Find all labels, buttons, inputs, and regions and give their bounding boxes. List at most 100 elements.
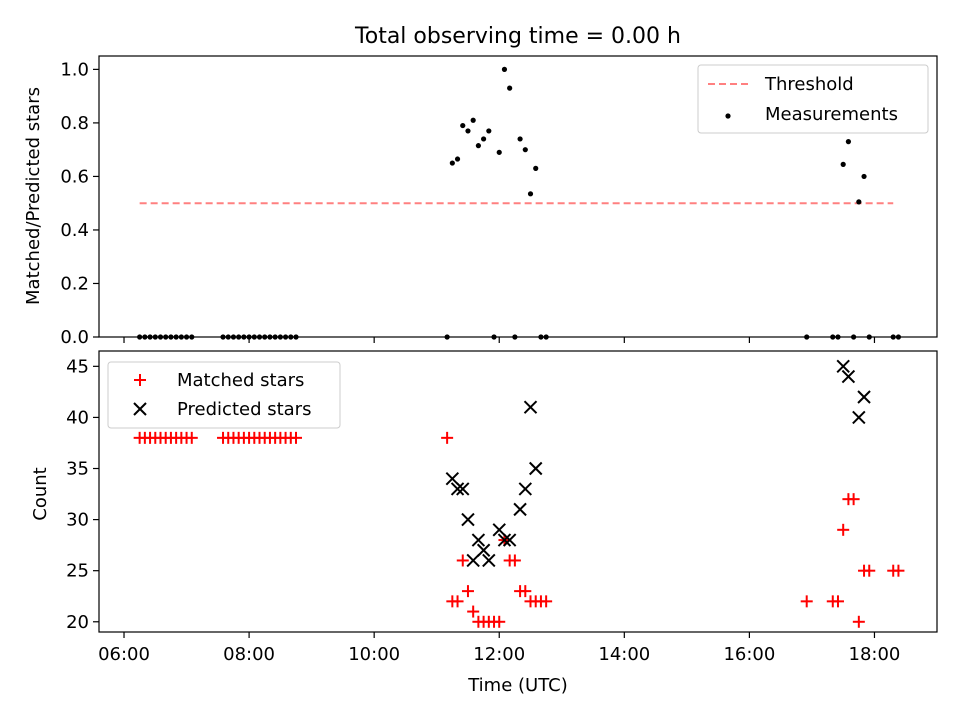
predicted-star-marker	[492, 523, 506, 537]
predicted-marker-d2	[445, 472, 460, 486]
matched-star-marker	[852, 615, 865, 628]
x-tick-label: 18:00	[849, 644, 901, 665]
legend-predicted-swatch	[133, 402, 147, 416]
bottom-predicted-series	[445, 359, 871, 568]
predicted-star-marker	[857, 390, 871, 404]
legend-threshold-label: Threshold	[764, 74, 854, 95]
predicted-marker-d2	[836, 359, 850, 374]
predicted-marker-d2	[852, 410, 866, 425]
predicted-star-marker	[502, 533, 517, 547]
legend-measurements-label: Measurements	[765, 104, 898, 125]
bottom-legend-box	[107, 361, 341, 429]
bottom-panel: 20 25 30 35 40 45 06:00 08:00 10:00 12:00 14:00 16…	[30, 350, 938, 696]
matched-star-marker	[800, 595, 813, 608]
measurement-point	[861, 173, 867, 180]
measurement-point	[449, 160, 455, 166]
x-tick-label: 16:00	[723, 644, 775, 665]
predicted-marker-d2	[461, 512, 475, 527]
matched-star-marker	[847, 493, 860, 506]
bottom-y-tick-label: 35	[66, 459, 89, 480]
matched-star-marker	[508, 554, 521, 567]
predicted-star-marker	[445, 472, 460, 486]
bottom-y-tick-label: 20	[66, 612, 89, 633]
predicted-star-marker	[497, 533, 512, 547]
predicted-marker-d2	[450, 482, 465, 496]
matched-star-marker	[467, 605, 480, 618]
predicted-star-marker	[852, 410, 866, 425]
legend-predicted-label: Predicted stars	[177, 399, 311, 420]
top-y-axis-label: Matched/Predicted stars	[23, 87, 44, 305]
matched-star-marker	[837, 523, 850, 536]
predicted-star-marker	[518, 482, 533, 496]
bottom-y-tick-label: 45	[66, 356, 89, 377]
predicted-marker-d2	[529, 461, 543, 476]
legend-matched-swatch	[134, 374, 146, 386]
predicted-star-marker	[529, 461, 543, 476]
x-axis-label: Time (UTC)	[467, 675, 568, 696]
matched-star-marker	[185, 431, 198, 444]
predicted-marker-d2	[492, 523, 506, 537]
predicted-star-marker	[456, 482, 470, 496]
measurement-point	[507, 85, 513, 91]
measurement-point	[533, 165, 539, 171]
legend-measurements-swatch	[725, 113, 731, 119]
top-legend-box	[697, 64, 929, 134]
predicted-marker-d2	[497, 533, 512, 547]
x-tick-label: 10:00	[348, 644, 400, 665]
predicted-star-marker	[841, 369, 856, 384]
predicted-star-marker	[513, 502, 527, 517]
measurement-point	[840, 161, 846, 167]
predicted-marker-d2	[857, 390, 871, 404]
measurement-point	[501, 66, 508, 72]
measurement-point	[522, 147, 528, 153]
matched-star-marker	[456, 554, 469, 567]
bottom-legend: Matched stars Predicted stars	[107, 361, 341, 429]
matched-star-marker	[540, 595, 553, 608]
measurement-point	[496, 149, 502, 155]
legend-matched-label: Matched stars	[177, 370, 304, 391]
top-x-tickmarks	[123, 337, 876, 343]
measurement-point	[475, 143, 481, 149]
measurement-point	[517, 136, 523, 142]
bottom-y-axis: 20 25 30 35 40 45	[66, 356, 99, 633]
x-tick-label: 08:00	[223, 644, 275, 665]
predicted-star-marker	[523, 400, 538, 414]
predicted-marker-d2	[456, 482, 470, 496]
top-y-tick-label: 0.8	[60, 113, 89, 134]
measurement-point	[481, 136, 487, 142]
predicted-star-marker	[450, 482, 465, 496]
measurement-point	[486, 128, 492, 134]
matched-star-marker	[441, 431, 454, 444]
chart-title: Total observing time = 0.00 h	[354, 24, 681, 49]
matched-star-marker	[461, 585, 474, 598]
predicted-star-marker	[471, 533, 486, 547]
predicted-marker-d2	[482, 553, 496, 568]
predicted-star-marker	[836, 359, 850, 374]
predicted-star-marker	[482, 553, 496, 568]
bottom-y-axis-label: Count	[30, 467, 51, 520]
top-y-tick-label: 1.0	[60, 59, 89, 80]
x-tick-label: 12:00	[473, 644, 525, 665]
top-y-tick-label: 0.2	[60, 273, 89, 294]
measurement-point	[460, 122, 466, 129]
top-y-tick-label: 0.0	[60, 327, 89, 348]
top-panel: 0.0 0.2 0.4 0.6 0.8 1.0 Matched/Predicted sta…	[23, 55, 938, 348]
predicted-star-marker	[476, 543, 491, 557]
predicted-marker-d2	[502, 533, 517, 547]
matched-star-marker	[519, 585, 532, 598]
top-y-axis: 0.0 0.2 0.4 0.6 0.8 1.0	[60, 59, 99, 348]
bottom-matched-series	[133, 431, 905, 628]
predicted-marker-d2	[523, 400, 538, 414]
bottom-y-tick-label: 30	[66, 510, 89, 531]
matched-star-marker	[493, 615, 506, 628]
bottom-x-axis: 06:00 08:00 10:00 12:00 14:00 16:00 18:00	[98, 632, 900, 665]
bottom-y-tick-label: 40	[66, 407, 89, 428]
bottom-y-tick-label: 25	[66, 561, 89, 582]
predicted-star-marker	[466, 553, 480, 568]
matched-star-marker	[289, 431, 302, 444]
top-y-tick-label: 0.6	[60, 166, 89, 187]
matched-star-marker	[892, 564, 905, 577]
top-legend: Threshold Measurements	[697, 64, 929, 134]
predicted-marker-d2	[466, 553, 480, 568]
